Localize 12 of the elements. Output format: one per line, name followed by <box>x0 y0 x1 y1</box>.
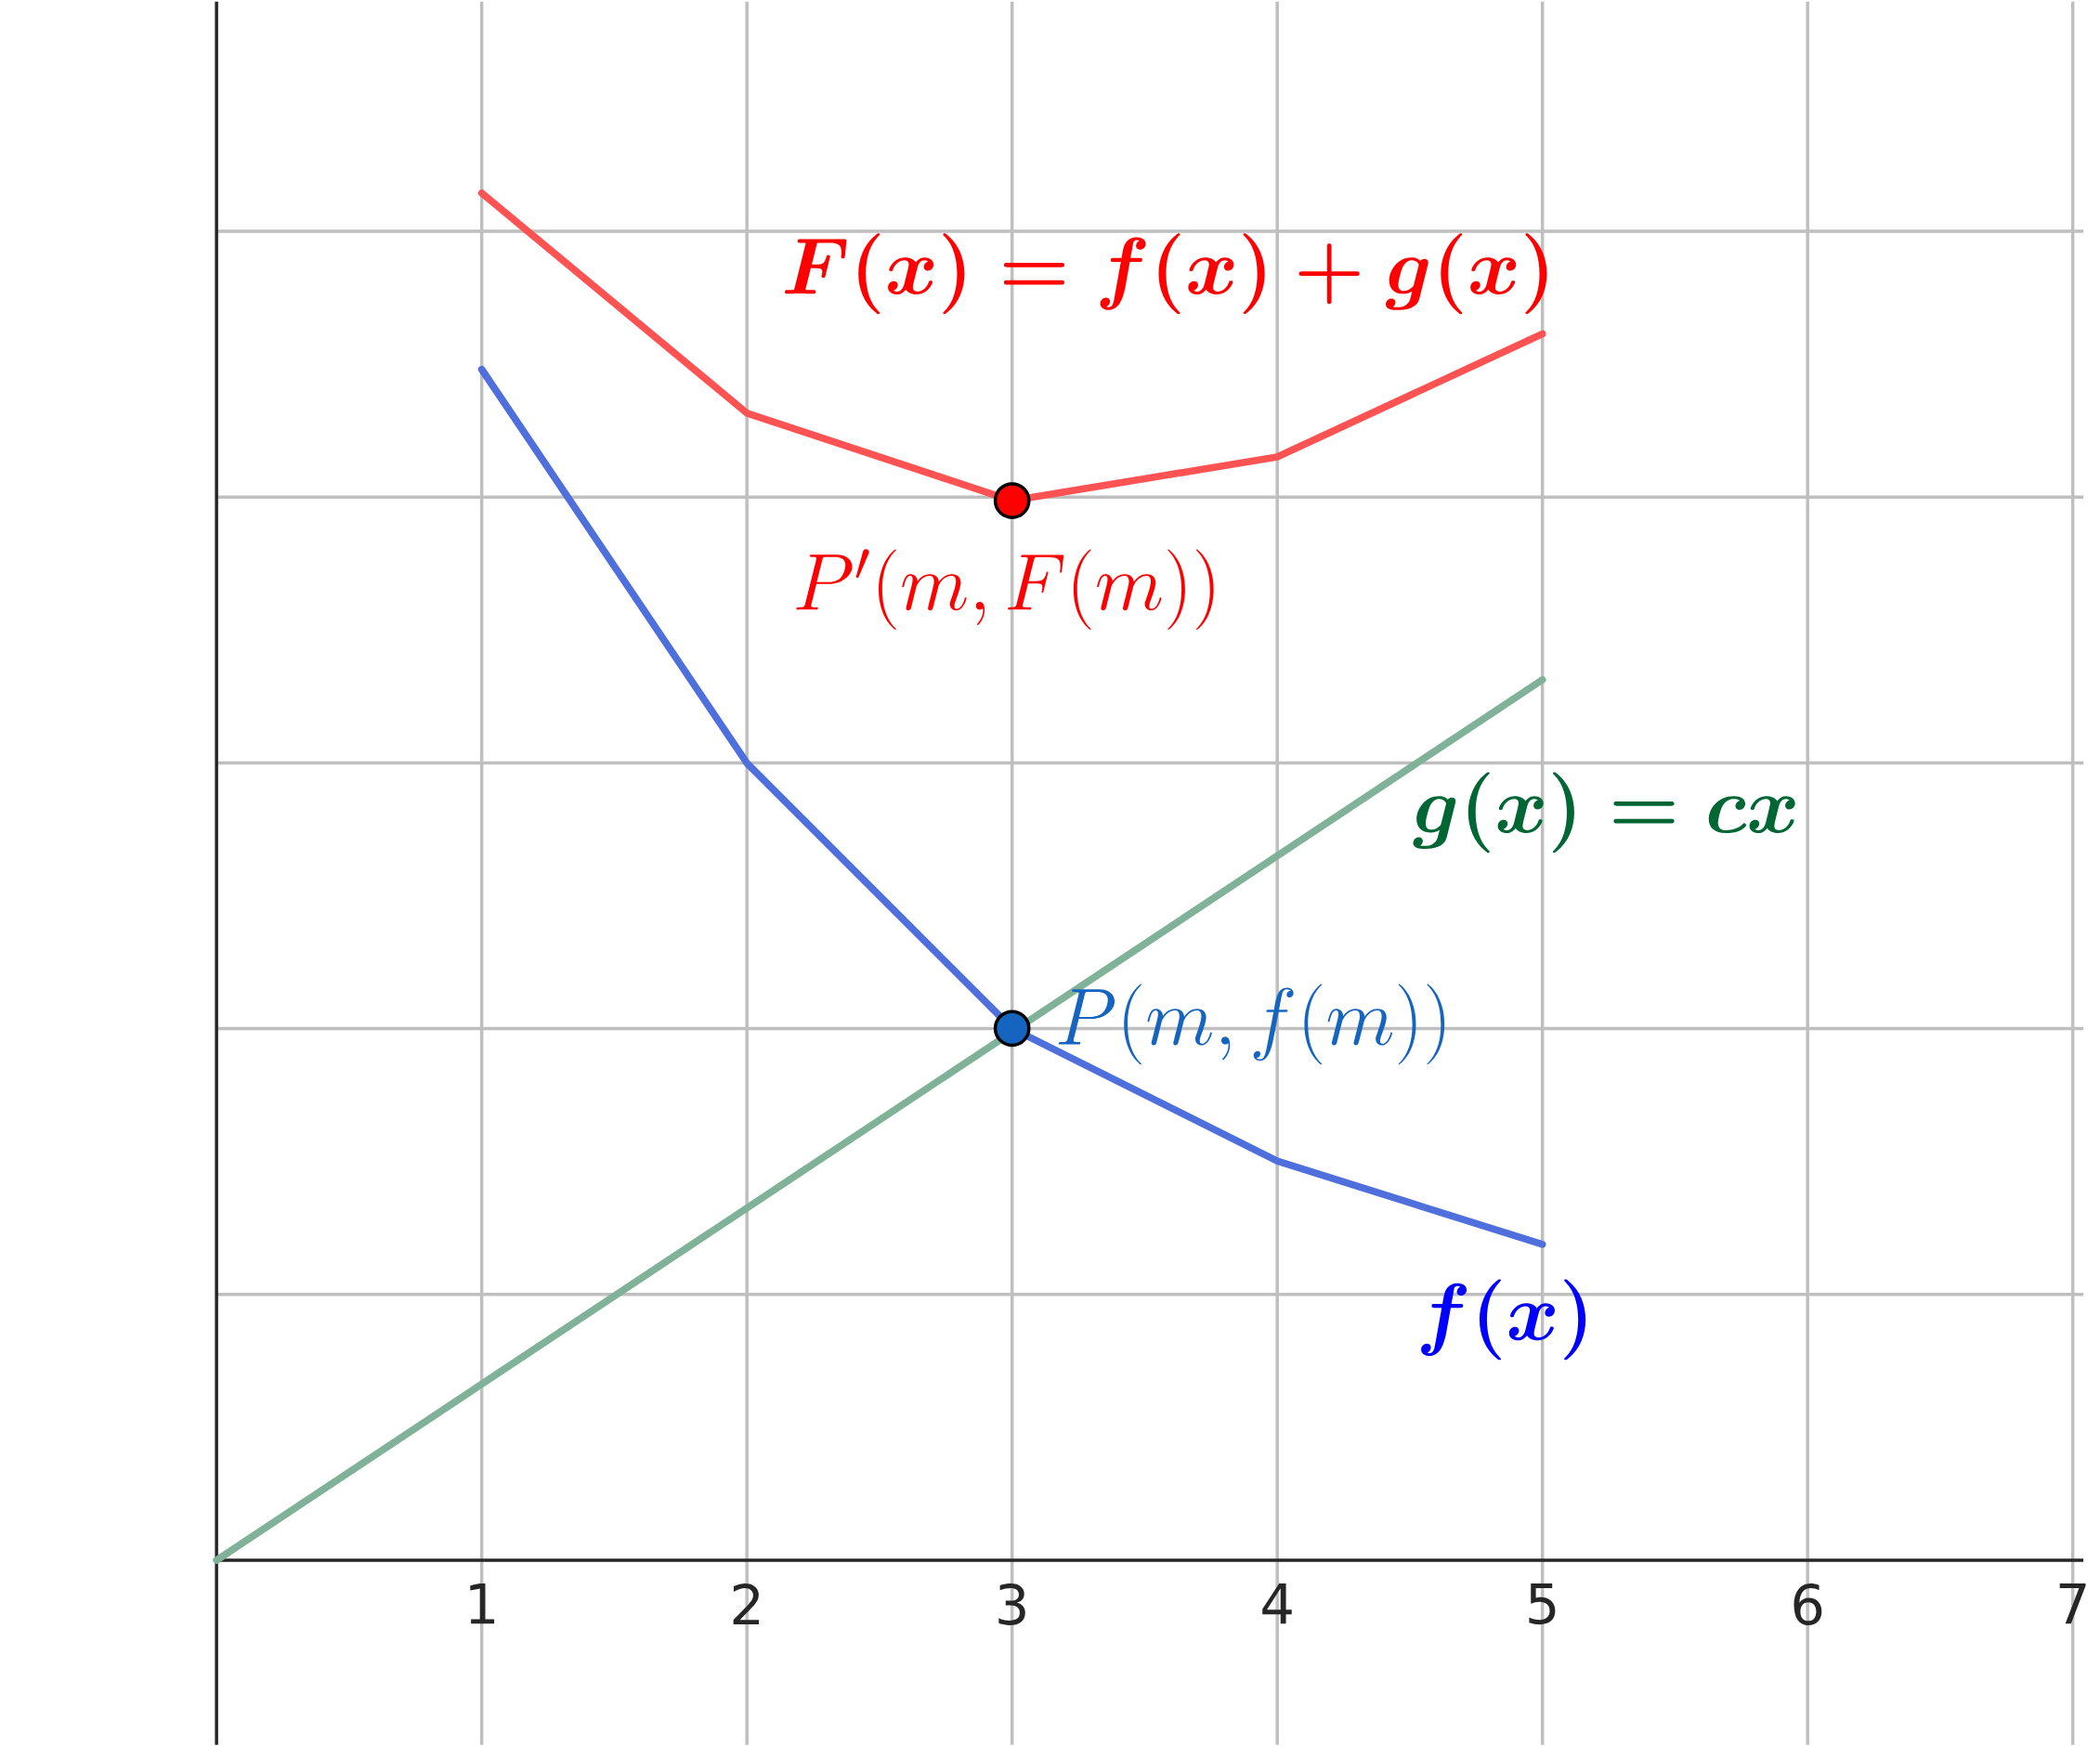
x-tick-label: 2 <box>733 1583 760 1624</box>
x-tick-label: 3 <box>998 1583 1025 1625</box>
x-tick-label: 5 <box>1529 1583 1556 1624</box>
annotation: $\boldsymbol{f(x)}$ <box>1421 1279 1586 1361</box>
x-tick-label: 7 <box>2059 1583 2086 1624</box>
annotation: $\boldsymbol{g(x) = cx}$ <box>1413 772 1795 853</box>
x-tick-label: 1 <box>470 1583 495 1624</box>
x-tick-label: 6 <box>1793 1583 1822 1625</box>
annotation: $P(m, f(m))$ <box>1058 984 1445 1065</box>
annotation: $P'(m, F(m))$ <box>796 549 1214 630</box>
annotation: $\boldsymbol{F(x) = f(x) + g(x)}$ <box>784 233 1547 314</box>
x-tick-label: 4 <box>1262 1583 1292 1624</box>
